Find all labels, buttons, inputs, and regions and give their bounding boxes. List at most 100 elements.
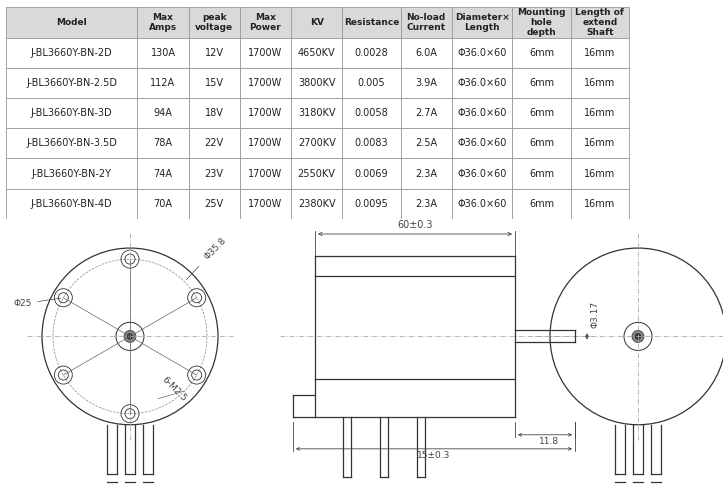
Bar — [6, 68, 137, 98]
Bar — [342, 158, 401, 189]
Circle shape — [124, 330, 136, 342]
Bar — [291, 37, 342, 68]
Bar — [189, 68, 240, 98]
Text: Φ36.0×60: Φ36.0×60 — [458, 169, 507, 179]
Text: 16mm: 16mm — [584, 169, 615, 179]
Text: 6mm: 6mm — [529, 199, 554, 209]
Bar — [137, 158, 189, 189]
Text: 6-M2.5: 6-M2.5 — [160, 375, 188, 403]
Text: 15±0.3: 15±0.3 — [417, 451, 450, 460]
Circle shape — [635, 334, 641, 339]
Bar — [401, 7, 452, 37]
Bar — [291, 68, 342, 98]
Bar — [570, 37, 629, 68]
Text: 6mm: 6mm — [529, 169, 554, 179]
Bar — [6, 189, 137, 219]
Text: 6mm: 6mm — [529, 138, 554, 149]
Text: 2.5A: 2.5A — [415, 138, 437, 149]
Bar — [570, 98, 629, 128]
Text: 15V: 15V — [205, 78, 223, 88]
Bar — [240, 98, 291, 128]
Bar — [342, 7, 401, 37]
Bar — [342, 128, 401, 158]
Bar — [6, 158, 137, 189]
Bar — [513, 158, 570, 189]
Bar — [452, 68, 513, 98]
Bar — [137, 37, 189, 68]
Bar — [137, 128, 189, 158]
Bar — [240, 68, 291, 98]
Text: Φ35.8: Φ35.8 — [187, 236, 228, 280]
Text: 1700W: 1700W — [248, 169, 283, 179]
Bar — [291, 128, 342, 158]
Text: 78A: 78A — [153, 138, 173, 149]
Bar — [240, 128, 291, 158]
Text: 2550KV: 2550KV — [298, 169, 335, 179]
Text: 2.3A: 2.3A — [415, 169, 437, 179]
Text: 1700W: 1700W — [248, 48, 283, 58]
Text: Diameter×
Length: Diameter× Length — [455, 13, 510, 32]
Bar — [6, 98, 137, 128]
Circle shape — [127, 334, 133, 339]
Text: 16mm: 16mm — [584, 138, 615, 149]
Bar — [513, 7, 570, 37]
Bar — [189, 128, 240, 158]
Bar — [189, 37, 240, 68]
Text: 0.0069: 0.0069 — [355, 169, 388, 179]
Bar — [189, 98, 240, 128]
Text: 74A: 74A — [153, 169, 173, 179]
Text: 4650KV: 4650KV — [298, 48, 335, 58]
Bar — [452, 7, 513, 37]
Text: 16mm: 16mm — [584, 48, 615, 58]
Text: 0.0058: 0.0058 — [354, 108, 388, 118]
Bar — [342, 189, 401, 219]
Text: 16mm: 16mm — [584, 108, 615, 118]
Text: 11.8: 11.8 — [539, 437, 559, 446]
Text: 23V: 23V — [205, 169, 223, 179]
Text: 0.0083: 0.0083 — [355, 138, 388, 149]
Text: Max
Amps: Max Amps — [149, 13, 177, 32]
Text: KV: KV — [309, 18, 324, 27]
Text: 1700W: 1700W — [248, 199, 283, 209]
Text: Φ36.0×60: Φ36.0×60 — [458, 48, 507, 58]
Text: 0.005: 0.005 — [358, 78, 385, 88]
Bar — [570, 7, 629, 37]
Text: 112A: 112A — [150, 78, 176, 88]
Text: 25V: 25V — [205, 199, 224, 209]
Text: Model: Model — [56, 18, 87, 27]
Bar — [342, 37, 401, 68]
Text: 6.0A: 6.0A — [415, 48, 437, 58]
Bar — [6, 37, 137, 68]
Text: 94A: 94A — [153, 108, 173, 118]
Text: 16mm: 16mm — [584, 199, 615, 209]
Text: J-BL3660Y-BN-2Y: J-BL3660Y-BN-2Y — [32, 169, 111, 179]
Text: Resistance: Resistance — [343, 18, 399, 27]
Text: 1700W: 1700W — [248, 138, 283, 149]
Circle shape — [632, 330, 644, 342]
Bar — [452, 98, 513, 128]
Bar — [137, 68, 189, 98]
Text: peak
voltage: peak voltage — [195, 13, 234, 32]
Text: Φ25: Φ25 — [14, 298, 61, 308]
Text: 2.7A: 2.7A — [415, 108, 437, 118]
Text: 70A: 70A — [153, 199, 173, 209]
Text: 6mm: 6mm — [529, 48, 554, 58]
Bar — [240, 189, 291, 219]
Bar — [401, 37, 452, 68]
Bar — [401, 189, 452, 219]
Text: 2.3A: 2.3A — [415, 199, 437, 209]
Text: 60±0.3: 60±0.3 — [397, 220, 433, 230]
Bar — [189, 7, 240, 37]
Text: J-BL3660Y-BN-3.5D: J-BL3660Y-BN-3.5D — [26, 138, 117, 149]
Bar — [452, 189, 513, 219]
Bar — [452, 158, 513, 189]
Bar — [291, 98, 342, 128]
Bar — [513, 68, 570, 98]
Text: 130A: 130A — [150, 48, 176, 58]
Text: Φ3.17: Φ3.17 — [590, 301, 599, 328]
Bar — [570, 128, 629, 158]
Text: 16mm: 16mm — [584, 78, 615, 88]
Text: 12V: 12V — [205, 48, 223, 58]
Bar — [6, 7, 137, 37]
Bar — [570, 189, 629, 219]
